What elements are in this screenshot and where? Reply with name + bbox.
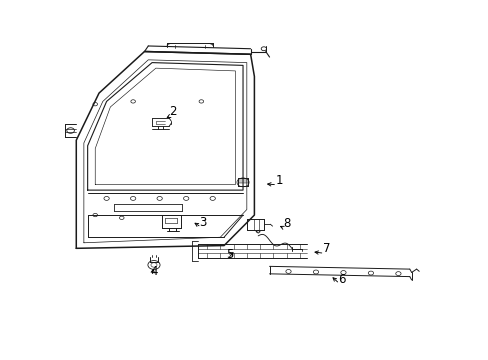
Text: 4: 4 [150,265,158,278]
Text: 6: 6 [337,273,345,286]
Text: 3: 3 [199,216,206,229]
Text: 8: 8 [283,217,290,230]
Text: 7: 7 [322,242,329,255]
Text: 1: 1 [275,174,282,187]
Text: 2: 2 [169,105,176,118]
Text: 5: 5 [225,248,233,261]
